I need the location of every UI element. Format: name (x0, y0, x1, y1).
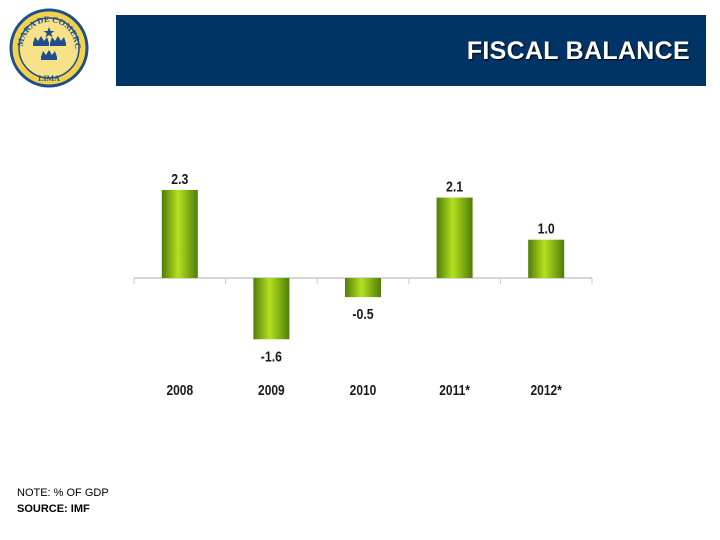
star-icon (43, 27, 55, 38)
bar-2011-est (436, 197, 473, 278)
value-label: 2.1 (446, 178, 463, 194)
bar-2008 (161, 189, 198, 278)
camara-de-comercio-lima-logo: CAMARA DE COMERCIO LIMA (9, 7, 89, 88)
value-label: -1.6 (261, 348, 283, 364)
logo-inner-ring (18, 17, 80, 79)
category-label: 2009 (258, 382, 285, 399)
category-label: 2010 (350, 382, 377, 399)
category-label: 2012* (531, 382, 563, 399)
category-label: 2008 (166, 382, 193, 399)
bar-2009 (253, 278, 290, 340)
source-text: SOURCE: IMF (17, 503, 90, 515)
crowns-icon (33, 36, 66, 60)
bar-2010 (345, 278, 381, 298)
footer: NOTE: % OF GDP SOURCE: IMF (17, 485, 109, 517)
bar-2012-est (528, 239, 565, 278)
note-text: NOTE: % OF GDP (17, 487, 109, 499)
svg-text:LIMA: LIMA (38, 74, 60, 83)
category-label: 2011* (439, 382, 470, 399)
value-label: 2.3 (171, 171, 188, 187)
value-label: -0.5 (352, 306, 374, 322)
header-bar: FISCAL BALANCE (116, 15, 706, 86)
page-title: FISCAL BALANCE (466, 37, 690, 65)
value-label: 1.0 (538, 221, 555, 237)
